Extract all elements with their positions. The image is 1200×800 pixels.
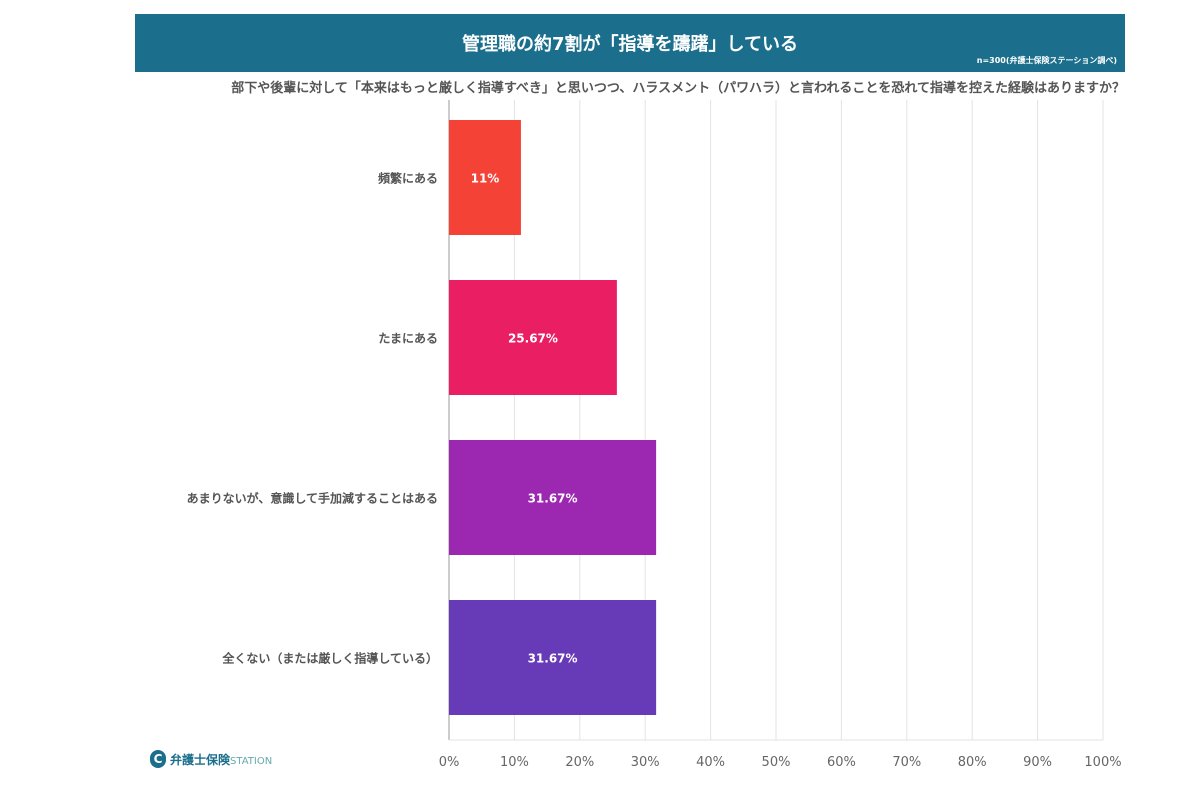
logo-name: 弁護士保険 <box>170 752 231 767</box>
x-tick-label: 20% <box>565 755 594 770</box>
x-tick-label: 10% <box>500 755 529 770</box>
bar <box>449 280 617 395</box>
data-label: 25.67% <box>508 332 558 346</box>
bar <box>449 600 657 715</box>
category-label: 頻繁にある <box>378 171 438 186</box>
data-label: 31.67% <box>528 652 578 666</box>
bar <box>449 440 657 555</box>
logo-text: 弁護士保険STATION <box>170 751 272 768</box>
bar <box>449 120 521 235</box>
chart-title: 管理職の約7割が「指導を躊躇」している <box>462 34 798 55</box>
survey-question: 部下や後輩に対して「本来はもっと厳しく指導すべき」と思いつつ、ハラスメント（パワ… <box>231 81 1125 96</box>
sample-note: n=300(弁護士保険ステーション調べ) <box>976 56 1117 65</box>
category-label: あまりないが、意識して手加減することはある <box>187 491 438 506</box>
category-label: たまにある <box>378 332 438 346</box>
x-tick-label: 50% <box>762 755 791 770</box>
x-tick-label: 0% <box>439 755 460 770</box>
x-tick-label: 60% <box>827 755 856 770</box>
logo-icon: C <box>150 750 166 768</box>
chart-header: 管理職の約7割が「指導を躊躇」している n=300(弁護士保険ステーション調べ) <box>135 14 1125 72</box>
x-tick-label: 80% <box>958 755 987 770</box>
data-label: 31.67% <box>528 492 578 506</box>
x-tick-label: 90% <box>1023 755 1052 770</box>
x-tick-label: 30% <box>631 755 660 770</box>
data-label: 11% <box>471 172 500 186</box>
category-label: 全くない（または厳しく指導している） <box>221 651 438 666</box>
logo-suffix: STATION <box>230 755 273 767</box>
x-tick-label: 70% <box>892 755 921 770</box>
x-tick-label: 40% <box>696 755 725 770</box>
logo: C 弁護士保険STATION <box>150 750 272 768</box>
x-tick-label: 100% <box>1084 755 1121 770</box>
